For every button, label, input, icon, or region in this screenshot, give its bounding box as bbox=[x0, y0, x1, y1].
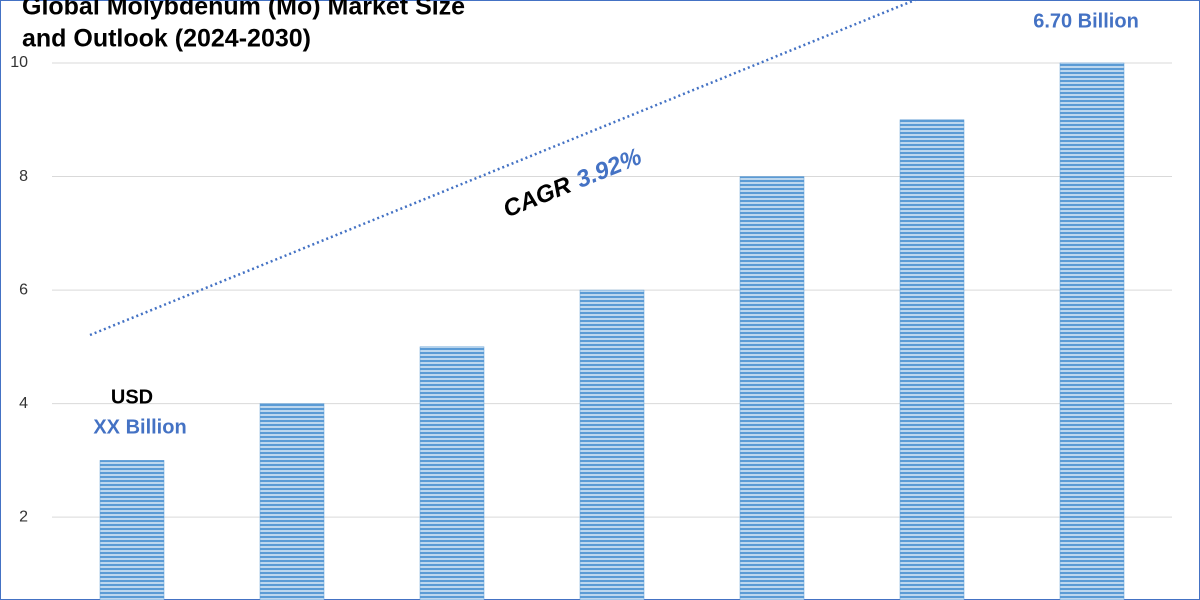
bar bbox=[579, 289, 645, 600]
y-tick-label: 8 bbox=[19, 168, 28, 185]
y-tick-label: 10 bbox=[10, 54, 28, 71]
bar bbox=[259, 403, 325, 600]
annotation: 3.92% bbox=[572, 143, 645, 194]
bar bbox=[419, 346, 485, 600]
cagr-label: CAGR3.92% bbox=[500, 143, 646, 223]
chart-title-line: Global Molybdenum (Mo) Market Size bbox=[22, 0, 465, 21]
annotation: 6.70 Billion bbox=[1033, 10, 1139, 32]
annotation: XX Billion bbox=[93, 416, 186, 438]
y-tick-label: 6 bbox=[19, 281, 28, 298]
y-tick-label: 4 bbox=[19, 395, 28, 412]
bar bbox=[99, 460, 165, 600]
bar bbox=[1059, 62, 1125, 600]
y-tick-label: 2 bbox=[19, 508, 28, 525]
bar bbox=[739, 176, 805, 600]
annotation: CAGR bbox=[500, 172, 576, 224]
bar bbox=[899, 119, 965, 600]
bars bbox=[99, 62, 1125, 600]
trend-line bbox=[89, 0, 916, 337]
chart-title-line: and Outlook (2024-2030) bbox=[22, 25, 311, 53]
annotation: USD bbox=[111, 386, 153, 408]
